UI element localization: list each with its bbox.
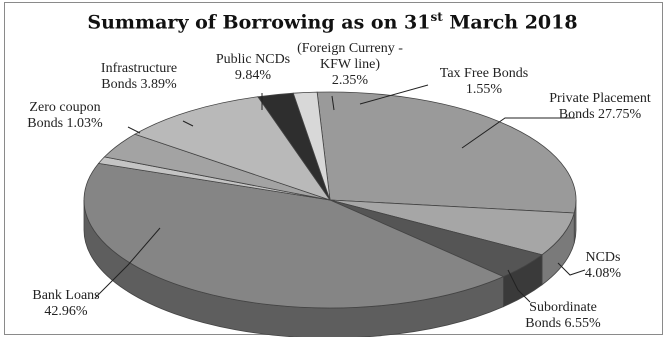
pie-slice-tax-free-bonds — [292, 91, 331, 201]
slice-label: Private Placement Bonds 27.75% — [549, 91, 651, 122]
slice-label: Tax Free Bonds 1.55% — [440, 66, 528, 97]
leader-line — [557, 262, 586, 276]
slice-label: Subordinate Bonds 6.55% — [525, 300, 601, 331]
leader-line — [359, 84, 429, 105]
chart-title: Summary of Borrowing as on 31st March 20… — [87, 10, 578, 34]
slice-label: Bank Loans 42.96% — [32, 288, 99, 319]
pie-slice-public-ncds — [133, 96, 332, 201]
pie-slice-private-placement-bonds — [316, 91, 577, 214]
leader-line — [507, 269, 531, 303]
slice-label: Zero coupon Bonds 1.03% — [27, 100, 103, 131]
leader-line — [331, 95, 335, 111]
slice-label: NCDs 4.08% — [585, 250, 622, 281]
slice-label: Public NCDs 9.84% — [216, 52, 290, 83]
leader-line — [461, 117, 575, 149]
slice-label: Infrastructure Bonds 3.89% — [101, 61, 177, 92]
leader-line — [94, 227, 161, 299]
leader-line — [127, 126, 141, 134]
leader-line — [182, 120, 194, 127]
slice-label: (Foreign Curreny -KFW line) 2.35% — [297, 41, 403, 88]
pie-slice-bank-loans — [83, 162, 505, 309]
